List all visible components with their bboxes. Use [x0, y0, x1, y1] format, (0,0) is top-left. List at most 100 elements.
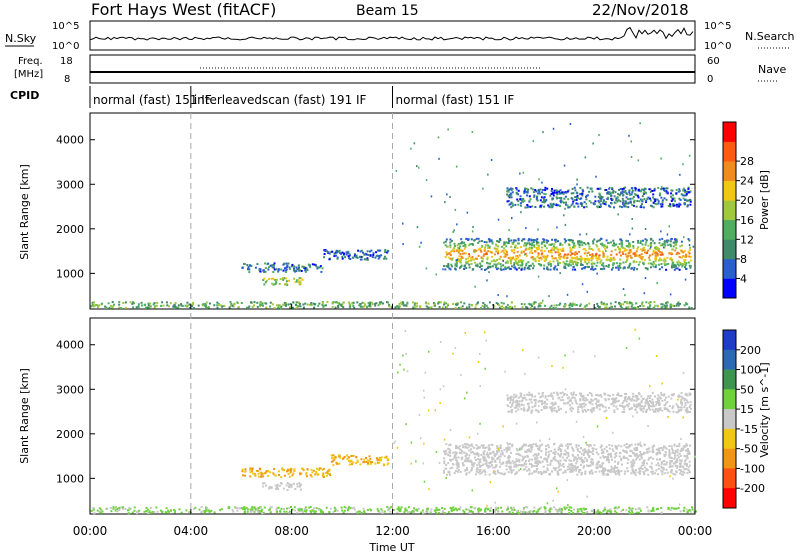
echo-cell	[625, 451, 628, 454]
echo-cell	[642, 407, 645, 410]
echo-cell	[245, 506, 248, 509]
echo-cell	[455, 453, 458, 456]
echo-cell	[471, 461, 474, 464]
echo-cell	[564, 303, 567, 306]
echo-cell	[642, 188, 645, 191]
echo-cell	[454, 470, 457, 472]
echo-cell	[321, 302, 324, 304]
echo-cell	[530, 463, 532, 466]
echo-cell	[544, 511, 547, 514]
echo-cell	[532, 443, 535, 446]
echo-cell	[582, 397, 585, 400]
echo-cell	[407, 511, 409, 514]
echo-cell	[532, 191, 535, 194]
echo-cell	[620, 445, 623, 448]
echo-cell	[633, 200, 636, 203]
echo-cell	[625, 301, 628, 304]
echo-cell	[669, 245, 672, 248]
echo-cell	[528, 468, 530, 471]
echo-cell	[536, 465, 538, 467]
echo-cell	[596, 245, 599, 248]
echo-cell	[536, 510, 539, 513]
echo-cell	[508, 410, 511, 413]
echo-cell	[672, 194, 674, 197]
echo-cell	[528, 246, 531, 249]
echo-cell	[671, 262, 674, 264]
echo-cell	[468, 255, 471, 258]
echo-cell	[454, 451, 457, 454]
echo-cell	[597, 399, 600, 402]
echo-cell	[608, 444, 611, 446]
echo-cell	[174, 302, 177, 304]
echo-cell	[229, 301, 232, 303]
echo-cell	[273, 262, 276, 265]
echo-cell	[300, 277, 303, 280]
echo-cell	[517, 239, 520, 242]
echo-cell	[438, 511, 441, 514]
echo-cell	[262, 512, 265, 514]
echo-cell	[608, 191, 611, 194]
echo-cell	[619, 404, 622, 407]
echo-cell	[280, 476, 283, 479]
echo-cell	[479, 460, 482, 463]
echo-cell	[586, 186, 589, 189]
echo-cell	[637, 392, 640, 395]
echo-cell	[589, 409, 592, 411]
echo-cell	[688, 460, 691, 463]
echo-cell	[632, 245, 635, 248]
echo-cell	[601, 242, 604, 245]
echo-cell	[379, 458, 382, 460]
echo-cell	[615, 199, 618, 201]
echo-cell	[451, 466, 454, 469]
echo-cell	[651, 405, 654, 408]
echo-cell	[511, 402, 514, 404]
echo-cell	[577, 449, 580, 452]
echo-cell	[519, 395, 522, 398]
echo-cell	[471, 451, 474, 453]
echo-cell	[685, 192, 688, 195]
echo-cell	[550, 193, 553, 195]
echo-cell	[124, 508, 127, 510]
echo-cell	[655, 403, 658, 406]
echo-cell	[599, 261, 602, 264]
echo-cell	[519, 510, 522, 513]
echo-cell	[585, 205, 588, 208]
echo-cell	[537, 247, 540, 250]
echo-cell	[509, 398, 512, 400]
echo-cell	[237, 306, 240, 309]
echo-cell	[684, 460, 687, 462]
echo-cell	[477, 254, 480, 257]
echo-cell	[472, 258, 475, 261]
echo-cell	[560, 508, 563, 511]
echo-cell	[480, 444, 483, 447]
echo-cell	[353, 508, 356, 511]
echo-cell	[620, 470, 623, 473]
echo-cell	[230, 302, 233, 305]
echo-cell	[559, 399, 562, 402]
echo-cell	[618, 262, 621, 265]
echo-cell	[517, 408, 520, 411]
sparse-echo	[569, 123, 572, 125]
echo-region-4	[443, 442, 691, 476]
echo-cell	[576, 192, 579, 194]
echo-cell	[571, 446, 574, 449]
echo-cell	[336, 302, 339, 305]
echo-cell	[557, 204, 560, 207]
echo-cell	[579, 463, 582, 466]
echo-cell	[310, 302, 313, 304]
echo-cell	[449, 454, 452, 457]
echo-cell	[510, 259, 512, 262]
echo-cell	[684, 409, 687, 412]
echo-cell	[574, 189, 577, 192]
echo-cell	[258, 467, 261, 470]
echo-cell	[614, 473, 617, 476]
echo-cell	[528, 448, 530, 451]
echo-cell	[644, 187, 647, 190]
echo-cell	[264, 471, 267, 474]
echo-cell	[578, 451, 581, 453]
echo-cell	[265, 306, 268, 309]
echo-cell	[654, 252, 657, 255]
echo-cell	[363, 510, 366, 513]
echo-cell	[665, 396, 667, 399]
echo-cell	[583, 201, 586, 204]
